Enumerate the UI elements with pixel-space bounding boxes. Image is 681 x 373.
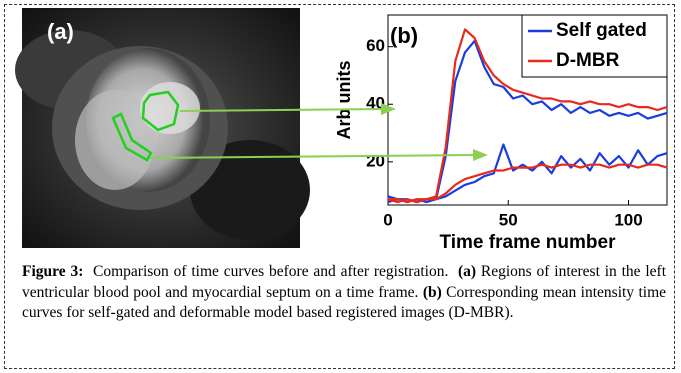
y-axis-label: Arb units [334,61,354,140]
x-tick-label: 100 [614,210,642,229]
x-tick-label: 50 [499,210,518,229]
caption-label: Figure 3: [22,263,83,280]
y-tick-label: 20 [366,151,385,170]
page: (a) 050100204060Time frame numberArb uni… [0,0,681,373]
panel-label: (b) [390,23,418,48]
panel-label: (a) [47,19,74,44]
legend-label: Self gated [556,20,647,41]
x-tick-label: 0 [383,210,392,229]
caption-text: Comparison of time curves before and aft… [93,263,448,280]
x-axis-label: Time frame number [440,232,617,253]
y-tick-label: 60 [366,36,385,55]
caption: Figure 3: Comparison of time curves befo… [22,262,666,324]
caption-label: (b) [423,284,442,301]
caption-label: (a) [458,263,476,280]
legend-label: D-MBR [556,50,620,71]
mri-image: (a) [15,8,310,248]
